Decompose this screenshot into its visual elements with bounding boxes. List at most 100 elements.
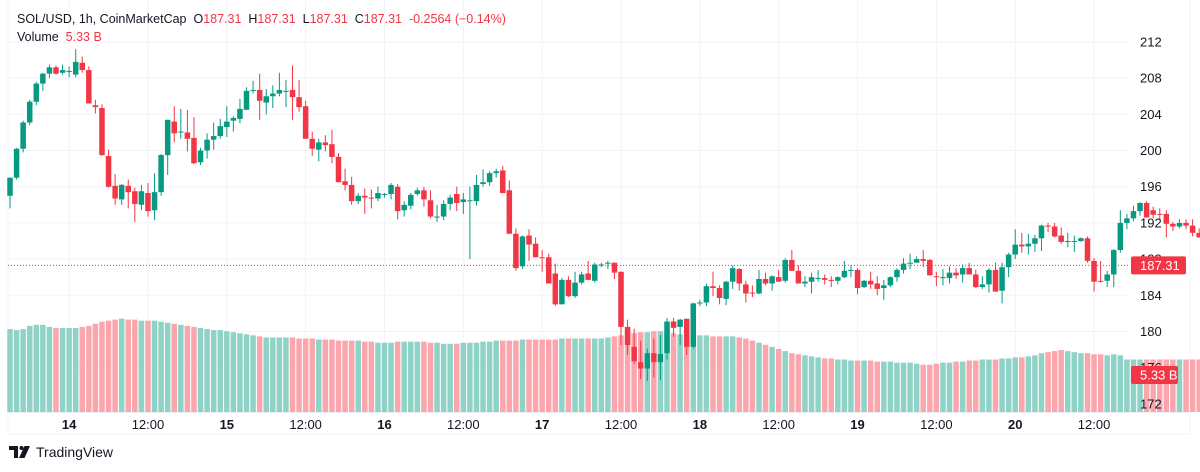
volume-bar [421, 341, 427, 412]
candle-body [184, 132, 191, 139]
candle-body [894, 269, 900, 278]
candle [526, 229, 532, 261]
volume-bar [953, 361, 959, 412]
candle-body [329, 144, 335, 157]
candle [881, 279, 887, 300]
candle-body [210, 136, 217, 140]
tradingview-logo-icon [9, 446, 30, 458]
candle [375, 186, 381, 202]
candle-body [66, 70, 72, 72]
candle-body [375, 193, 381, 199]
candle-body [664, 321, 670, 354]
candle [953, 268, 959, 279]
candle-body [526, 235, 532, 245]
candle [105, 149, 112, 188]
volume-bar [493, 340, 499, 412]
candle [887, 276, 894, 288]
volume-bar [440, 343, 447, 412]
price-axis-label: 180 [1140, 324, 1162, 339]
candle [486, 171, 493, 186]
candle-body [1045, 225, 1051, 227]
candle-body [335, 156, 342, 183]
close-value: 187.31 [363, 12, 403, 26]
candle [703, 283, 710, 307]
candle [670, 317, 677, 337]
volume-bar [210, 330, 217, 412]
candle-body [697, 302, 703, 304]
volume-bar [1196, 359, 1200, 412]
candle [1012, 229, 1018, 260]
candle [815, 269, 821, 282]
candle-body [940, 277, 946, 279]
candle [979, 276, 986, 289]
candle [1117, 210, 1124, 253]
candle-body [296, 97, 302, 108]
tradingview-logo[interactable]: TradingView [9, 444, 113, 460]
candle-body [7, 177, 13, 196]
candle-body [421, 190, 427, 200]
volume-bar [973, 360, 979, 412]
candle-body [927, 259, 933, 276]
candle-body [434, 216, 440, 218]
volume-bar [664, 332, 670, 412]
price-axis[interactable]: 212208204200196192188184180176172 [1140, 35, 1162, 412]
time-axis[interactable]: 14 12:00 15 12:00 16 12:00 17 12:00 18 12:00 19 12:… [62, 417, 1110, 432]
volume-bar [46, 326, 53, 412]
candle [966, 262, 972, 275]
candle [243, 87, 250, 110]
volume-bar [1170, 359, 1176, 412]
candle [368, 189, 375, 209]
candle [1150, 206, 1156, 219]
candle [710, 271, 716, 297]
time-axis-label: 12:00 [447, 417, 480, 432]
candle [1176, 219, 1183, 229]
candle [263, 89, 269, 115]
candle-body [197, 150, 204, 163]
candle-body [920, 259, 926, 261]
volume-bar [256, 336, 263, 412]
candle-body [243, 90, 250, 110]
volume-bar [749, 340, 756, 412]
volume-bar [1163, 359, 1170, 412]
low-value: 187.31 [309, 12, 348, 26]
volume-bar [1183, 359, 1189, 412]
volume-bar [480, 341, 486, 412]
price-axis-label: 172 [1140, 396, 1162, 411]
volume-bar [1130, 359, 1137, 412]
candle [821, 274, 828, 285]
candle [460, 193, 467, 214]
candle [335, 153, 342, 183]
candle [125, 179, 132, 209]
price-axis-label: 204 [1140, 107, 1162, 122]
candle-body [539, 257, 545, 259]
candle [7, 177, 13, 209]
candle-body [552, 273, 559, 305]
candle [1183, 219, 1189, 230]
candle-body [59, 70, 66, 73]
candle-body [513, 233, 519, 269]
volume-bar [979, 359, 986, 412]
candle-body [624, 326, 631, 346]
volume-label[interactable]: Volume [17, 30, 59, 44]
candle [808, 272, 815, 294]
volume-bar [368, 341, 375, 412]
candle-body [848, 269, 854, 271]
candle [835, 276, 841, 285]
symbol-title[interactable]: SOL/USD, 1h, CoinMarketCap [17, 12, 187, 26]
candle [848, 265, 854, 278]
volume-bar [513, 340, 519, 412]
candle-body [959, 268, 966, 275]
candle [421, 186, 427, 207]
candle-body [532, 243, 539, 258]
candle-body [743, 284, 749, 294]
volume-bar [1091, 354, 1097, 412]
candle [79, 56, 86, 73]
volume-bar [164, 322, 171, 412]
time-axis-label: 16 [377, 417, 391, 432]
price-axis-label: 192 [1140, 215, 1162, 230]
volume-bar [782, 351, 789, 412]
candle [933, 271, 940, 287]
candle [408, 193, 414, 210]
candle [513, 228, 519, 271]
